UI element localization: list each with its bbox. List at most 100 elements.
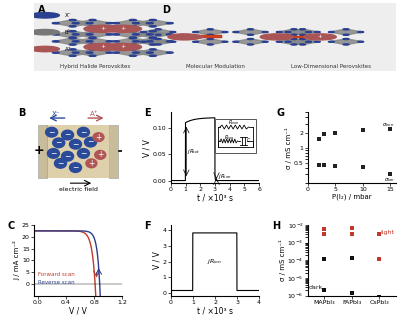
Circle shape bbox=[146, 41, 153, 42]
Text: Molecular Modulation: Molecular Modulation bbox=[186, 64, 244, 69]
Circle shape bbox=[69, 38, 76, 39]
X-axis label: t / ×10³ s: t / ×10³ s bbox=[197, 194, 233, 203]
Circle shape bbox=[304, 34, 336, 40]
Text: +: + bbox=[120, 45, 125, 50]
Polygon shape bbox=[134, 31, 172, 38]
Circle shape bbox=[30, 30, 59, 35]
Circle shape bbox=[193, 31, 198, 32]
Circle shape bbox=[155, 44, 161, 45]
Circle shape bbox=[343, 29, 349, 30]
Circle shape bbox=[132, 41, 139, 42]
Circle shape bbox=[106, 41, 113, 42]
Circle shape bbox=[72, 52, 79, 53]
Circle shape bbox=[84, 137, 96, 147]
Circle shape bbox=[112, 52, 119, 53]
Polygon shape bbox=[114, 20, 152, 27]
Circle shape bbox=[285, 41, 291, 42]
Text: +: + bbox=[100, 45, 106, 50]
Circle shape bbox=[262, 31, 268, 32]
Circle shape bbox=[262, 41, 268, 42]
Circle shape bbox=[104, 25, 142, 32]
Circle shape bbox=[314, 41, 320, 42]
Circle shape bbox=[222, 31, 228, 32]
Polygon shape bbox=[74, 38, 111, 45]
Circle shape bbox=[69, 19, 76, 21]
Circle shape bbox=[285, 31, 291, 32]
Circle shape bbox=[166, 23, 173, 24]
X-axis label: P(I₂) / mbar: P(I₂) / mbar bbox=[332, 194, 372, 200]
Circle shape bbox=[233, 41, 239, 42]
Circle shape bbox=[248, 34, 254, 35]
Circle shape bbox=[89, 19, 96, 21]
Circle shape bbox=[72, 23, 79, 24]
Circle shape bbox=[150, 26, 156, 27]
Circle shape bbox=[130, 55, 136, 56]
X-axis label: t / ×10³ s: t / ×10³ s bbox=[197, 306, 233, 315]
Circle shape bbox=[193, 41, 198, 42]
Circle shape bbox=[130, 37, 136, 38]
Circle shape bbox=[106, 52, 113, 53]
Circle shape bbox=[270, 35, 293, 39]
Circle shape bbox=[89, 44, 96, 45]
Circle shape bbox=[328, 31, 334, 32]
Polygon shape bbox=[114, 38, 152, 45]
Circle shape bbox=[291, 34, 297, 35]
Text: A⁺: A⁺ bbox=[90, 111, 98, 117]
Circle shape bbox=[150, 38, 156, 39]
Polygon shape bbox=[234, 29, 267, 35]
Circle shape bbox=[69, 26, 76, 27]
Circle shape bbox=[130, 26, 136, 27]
Polygon shape bbox=[330, 39, 362, 45]
Circle shape bbox=[69, 55, 76, 56]
Circle shape bbox=[146, 34, 153, 35]
Text: D: D bbox=[162, 5, 170, 15]
Circle shape bbox=[291, 38, 297, 39]
Text: light: light bbox=[381, 230, 395, 234]
Circle shape bbox=[276, 41, 282, 42]
Circle shape bbox=[150, 19, 156, 21]
Circle shape bbox=[89, 26, 96, 27]
Circle shape bbox=[130, 49, 136, 50]
Circle shape bbox=[180, 35, 203, 39]
X-axis label: V / V: V / V bbox=[69, 306, 87, 315]
Circle shape bbox=[248, 38, 254, 39]
Circle shape bbox=[260, 34, 293, 40]
Text: dark: dark bbox=[309, 285, 323, 290]
Circle shape bbox=[306, 41, 312, 42]
Circle shape bbox=[112, 34, 119, 35]
Circle shape bbox=[52, 52, 59, 53]
Polygon shape bbox=[194, 29, 226, 35]
Circle shape bbox=[86, 159, 97, 168]
Circle shape bbox=[89, 31, 96, 32]
Circle shape bbox=[300, 34, 306, 35]
Circle shape bbox=[343, 44, 349, 45]
Circle shape bbox=[48, 149, 60, 158]
Polygon shape bbox=[278, 39, 310, 45]
Circle shape bbox=[155, 29, 161, 30]
Text: −: − bbox=[72, 163, 79, 172]
Circle shape bbox=[62, 130, 74, 140]
Text: H: H bbox=[272, 221, 280, 231]
Circle shape bbox=[132, 52, 139, 53]
Polygon shape bbox=[234, 39, 267, 45]
Circle shape bbox=[89, 49, 96, 50]
Circle shape bbox=[170, 31, 176, 32]
Circle shape bbox=[207, 34, 213, 35]
Polygon shape bbox=[54, 38, 92, 45]
Circle shape bbox=[132, 23, 139, 24]
Circle shape bbox=[300, 44, 306, 45]
Circle shape bbox=[140, 41, 146, 42]
FancyBboxPatch shape bbox=[38, 125, 47, 178]
Circle shape bbox=[146, 23, 153, 24]
Polygon shape bbox=[134, 20, 172, 27]
Circle shape bbox=[222, 41, 228, 42]
Text: +: + bbox=[88, 159, 94, 168]
Circle shape bbox=[300, 29, 306, 30]
Circle shape bbox=[52, 23, 59, 24]
Text: −: − bbox=[80, 149, 87, 158]
Circle shape bbox=[70, 139, 82, 149]
Polygon shape bbox=[286, 29, 319, 35]
Circle shape bbox=[52, 41, 59, 42]
Circle shape bbox=[30, 46, 59, 52]
Circle shape bbox=[343, 34, 349, 35]
